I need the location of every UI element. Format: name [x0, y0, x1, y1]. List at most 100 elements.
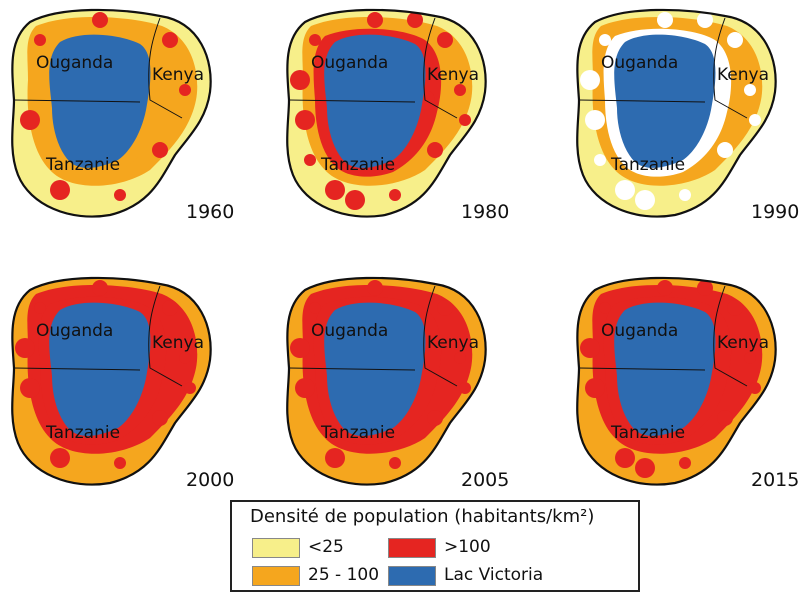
density-spot	[580, 338, 600, 358]
border-uganda-tanzania	[578, 367, 706, 371]
density-spot	[657, 12, 673, 28]
label-tanzanie: Tanzanie	[320, 423, 395, 443]
density-spot	[717, 142, 733, 158]
density-spot	[437, 300, 453, 316]
density-spot	[295, 110, 315, 130]
density-spot	[727, 300, 743, 316]
map-panel-1960: Ouganda Kenya Tanzanie 1960	[11, 8, 234, 223]
legend-swatch-lake	[388, 566, 436, 586]
density-spot	[427, 142, 443, 158]
density-spot	[389, 189, 401, 201]
density-spot	[34, 302, 46, 314]
label-kenya: Kenya	[427, 333, 479, 353]
density-spot	[599, 302, 611, 314]
density-spot	[697, 12, 713, 28]
density-spot	[290, 70, 310, 90]
density-spot	[594, 154, 606, 166]
map-panel-2005: Ouganda Kenya Tanzanie 2005	[286, 276, 509, 491]
density-spot	[635, 458, 655, 478]
label-kenya: Kenya	[152, 333, 204, 353]
label-year: 1990	[751, 201, 799, 223]
density-spot	[599, 34, 611, 46]
density-spot	[437, 32, 453, 48]
density-spot	[50, 448, 70, 468]
density-spot	[179, 84, 191, 96]
density-spot	[585, 110, 605, 130]
label-kenya: Kenya	[152, 65, 204, 85]
density-spot	[615, 180, 635, 200]
density-spot	[454, 84, 466, 96]
density-spot	[427, 410, 443, 426]
density-spot	[295, 378, 315, 398]
label-year: 1960	[186, 201, 234, 223]
density-spot	[152, 410, 168, 426]
border-uganda-tanzania	[13, 99, 141, 103]
label-ouganda: Ouganda	[36, 53, 113, 73]
legend-swatch-low	[252, 538, 300, 558]
density-spot	[717, 410, 733, 426]
border-uganda-tanzania	[13, 367, 141, 371]
legend: Densité de population (habitants/km²) <2…	[230, 500, 640, 592]
density-spot	[34, 34, 46, 46]
density-spot	[389, 457, 401, 469]
density-spot	[114, 189, 126, 201]
density-spot	[744, 352, 756, 364]
density-spot	[442, 172, 458, 188]
density-spot	[635, 190, 655, 210]
density-spot	[162, 32, 178, 48]
border-kenya	[713, 17, 748, 119]
label-ouganda: Ouganda	[311, 53, 388, 73]
legend-label-mid: 25 - 100	[308, 565, 380, 585]
density-spot	[92, 280, 108, 296]
density-spot	[309, 34, 321, 46]
map-panel-1980: Ouganda Kenya Tanzanie 1980	[286, 8, 509, 223]
label-ouganda: Ouganda	[601, 53, 678, 73]
label-tanzanie: Tanzanie	[610, 155, 685, 175]
map-panel-2000: Ouganda Kenya Tanzanie 2000	[11, 276, 234, 491]
label-kenya: Kenya	[427, 65, 479, 85]
legend-swatch-high	[388, 538, 436, 558]
border-kenya	[423, 285, 458, 387]
density-spot	[407, 12, 423, 28]
density-spot	[304, 154, 316, 166]
label-ouganda: Ouganda	[311, 321, 388, 341]
density-spot	[744, 84, 756, 96]
legend-title: Densité de population (habitants/km²)	[250, 506, 595, 527]
border-kenya	[148, 285, 183, 387]
density-spot	[367, 280, 383, 296]
label-year: 2000	[186, 469, 234, 491]
label-kenya: Kenya	[717, 65, 769, 85]
density-spot	[114, 457, 126, 469]
density-spot	[749, 114, 761, 126]
density-spot	[580, 70, 600, 90]
density-spot	[679, 189, 691, 201]
border-uganda-tanzania	[288, 99, 416, 103]
border-uganda-tanzania	[578, 99, 706, 103]
density-spot	[179, 352, 191, 364]
density-spot	[697, 280, 713, 296]
density-spot	[585, 378, 605, 398]
density-spot	[367, 12, 383, 28]
density-spot	[50, 180, 70, 200]
density-spot	[290, 338, 310, 358]
density-spot	[20, 378, 40, 398]
map-panel-2015: Ouganda Kenya Tanzanie 2015	[576, 276, 799, 491]
density-spot	[92, 12, 108, 28]
border-kenya	[148, 17, 183, 119]
density-spot	[454, 352, 466, 364]
density-spot	[345, 190, 365, 210]
label-kenya: Kenya	[717, 333, 769, 353]
label-tanzanie: Tanzanie	[610, 423, 685, 443]
border-kenya	[423, 17, 458, 119]
label-ouganda: Ouganda	[601, 321, 678, 341]
density-spot	[15, 338, 35, 358]
density-spot	[732, 172, 748, 188]
label-year: 2005	[461, 469, 509, 491]
label-year: 1980	[461, 201, 509, 223]
density-spot	[657, 280, 673, 296]
density-spot	[679, 457, 691, 469]
density-spot	[459, 382, 471, 394]
border-uganda-tanzania	[288, 367, 416, 371]
density-spot	[184, 382, 196, 394]
